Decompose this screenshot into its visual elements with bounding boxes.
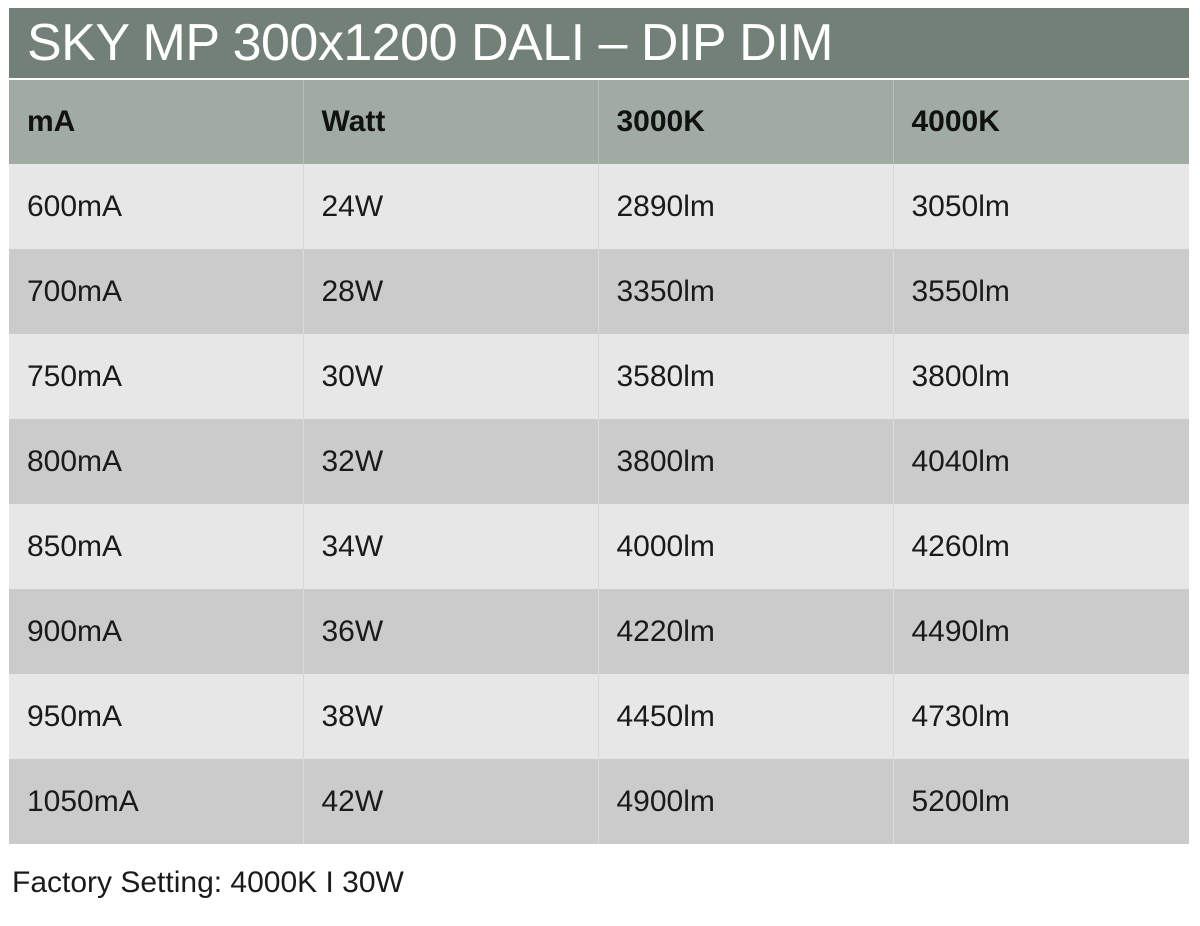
- cell-ma: 750mA: [9, 334, 304, 419]
- cell-ma: 850mA: [9, 504, 304, 589]
- cell-ma: 1050mA: [9, 759, 304, 844]
- cell-ma: 900mA: [9, 589, 304, 674]
- cell-ma: 700mA: [9, 249, 304, 334]
- cell-4000k: 3800lm: [893, 334, 1189, 419]
- table-row: 1050mA 42W 4900lm 5200lm: [9, 759, 1189, 844]
- cell-3000k: 3800lm: [598, 419, 894, 504]
- cell-watt: 42W: [303, 759, 599, 844]
- cell-watt: 30W: [303, 334, 599, 419]
- table-row: 850mA 34W 4000lm 4260lm: [9, 504, 1189, 589]
- cell-ma: 800mA: [9, 419, 304, 504]
- cell-4000k: 5200lm: [893, 759, 1189, 844]
- cell-watt: 32W: [303, 419, 599, 504]
- cell-4000k: 3550lm: [893, 249, 1189, 334]
- table-row: 950mA 38W 4450lm 4730lm: [9, 674, 1189, 759]
- factory-setting-note: Factory Setting: 4000K I 30W: [12, 866, 404, 899]
- cell-3000k: 4450lm: [598, 674, 894, 759]
- cell-4000k: 4260lm: [893, 504, 1189, 589]
- cell-3000k: 4000lm: [598, 504, 894, 589]
- cell-watt: 28W: [303, 249, 599, 334]
- cell-4000k: 3050lm: [893, 164, 1189, 249]
- table-header-row: mA Watt 3000K 4000K: [9, 80, 1189, 164]
- spec-table: mA Watt 3000K 4000K 600mA 24W 2890lm 305…: [9, 80, 1189, 844]
- table-row: 600mA 24W 2890lm 3050lm: [9, 164, 1189, 249]
- page-title: SKY MP 300x1200 DALI – DIP DIM: [27, 14, 833, 72]
- cell-watt: 34W: [303, 504, 599, 589]
- cell-3000k: 3580lm: [598, 334, 894, 419]
- column-header-4000k: 4000K: [893, 80, 1189, 164]
- cell-3000k: 4220lm: [598, 589, 894, 674]
- cell-ma: 600mA: [9, 164, 304, 249]
- cell-4000k: 4040lm: [893, 419, 1189, 504]
- cell-watt: 38W: [303, 674, 599, 759]
- cell-watt: 24W: [303, 164, 599, 249]
- table-row: 900mA 36W 4220lm 4490lm: [9, 589, 1189, 674]
- column-header-watt: Watt: [303, 80, 599, 164]
- table-row: 700mA 28W 3350lm 3550lm: [9, 249, 1189, 334]
- cell-3000k: 2890lm: [598, 164, 894, 249]
- column-header-3000k: 3000K: [598, 80, 894, 164]
- cell-3000k: 3350lm: [598, 249, 894, 334]
- cell-watt: 36W: [303, 589, 599, 674]
- cell-ma: 950mA: [9, 674, 304, 759]
- cell-4000k: 4730lm: [893, 674, 1189, 759]
- cell-3000k: 4900lm: [598, 759, 894, 844]
- column-header-ma: mA: [9, 80, 304, 164]
- title-bar: SKY MP 300x1200 DALI – DIP DIM: [9, 8, 1189, 78]
- cell-4000k: 4490lm: [893, 589, 1189, 674]
- table-row: 750mA 30W 3580lm 3800lm: [9, 334, 1189, 419]
- table-row: 800mA 32W 3800lm 4040lm: [9, 419, 1189, 504]
- spec-sheet: SKY MP 300x1200 DALI – DIP DIM mA Watt 3…: [9, 8, 1189, 844]
